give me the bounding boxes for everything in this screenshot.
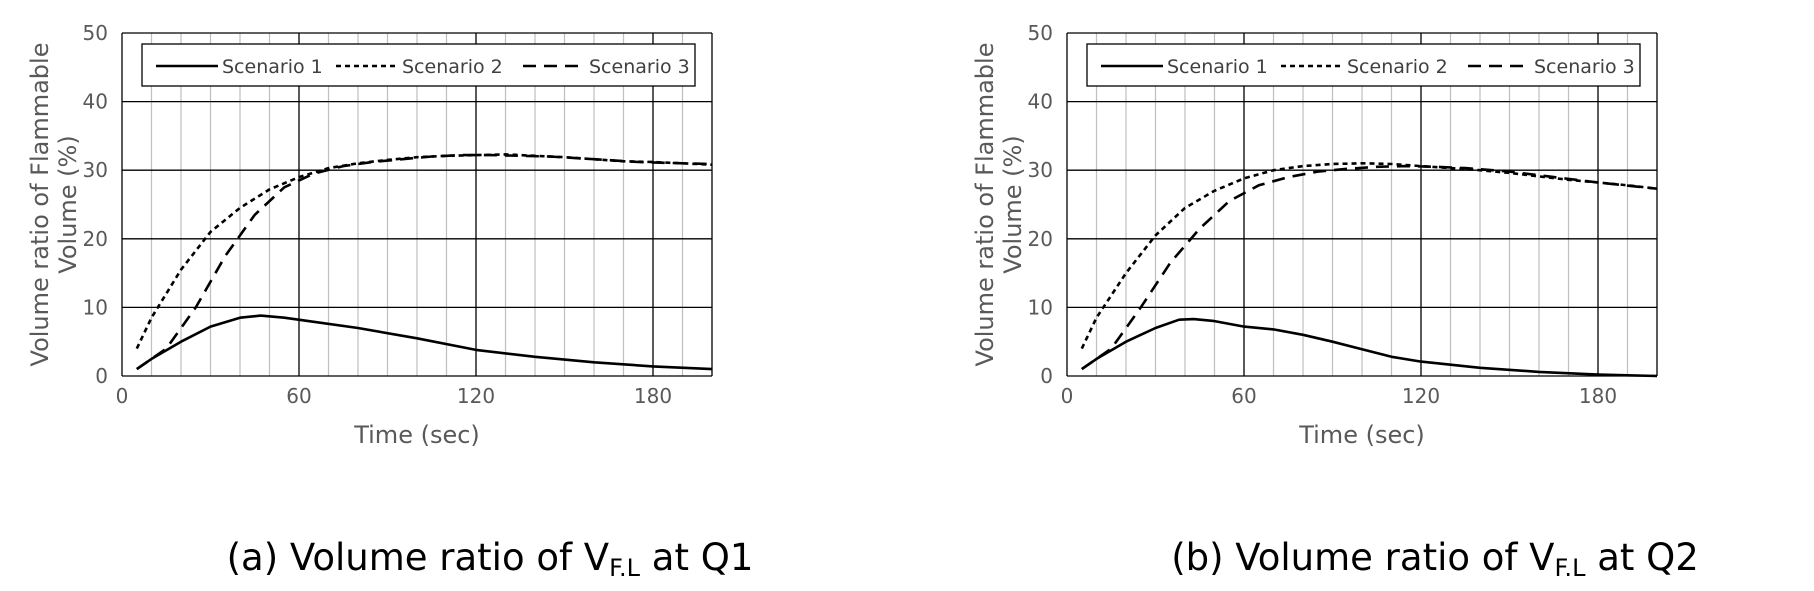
x-tick-label: 120	[457, 384, 495, 408]
legend-label-1: Scenario 1	[222, 56, 323, 78]
caption-b-prefix: (b) Volume ratio of V	[1171, 536, 1555, 579]
y-axis-title-line2: Volume (%)	[999, 135, 1027, 273]
y-tick-label: 40	[1028, 90, 1053, 114]
series-line-2	[1080, 162, 1658, 350]
y-axis-title-group: Volume ratio of Flammable Volume (%)	[26, 43, 82, 367]
y-tick-label: 30	[83, 158, 108, 182]
legend-box	[141, 43, 696, 87]
y-tick-label: 40	[83, 90, 108, 114]
chart-a-svg: 0 10 20 30 40 50 0 60 120 180 Time (sec) Volume rat…	[26, 21, 713, 449]
y-axis-title-group: Volume ratio of Flammable Volume (%)	[971, 43, 1027, 367]
chart-panel-a: 0 10 20 30 40 50 0 60 120 180 Time (sec) Volume rat…	[26, 21, 840, 582]
y-tick-label: 30	[1028, 158, 1053, 182]
series-line-3	[1081, 164, 1658, 371]
x-tick-label: 60	[286, 384, 311, 408]
y-tick-label: 20	[1028, 227, 1053, 251]
x-tick-label: 180	[634, 384, 672, 408]
y-axis-title-line1: Volume ratio of Flammable	[26, 43, 54, 367]
caption-b-suffix: at Q2	[1585, 536, 1699, 579]
y-tick-label: 10	[1028, 295, 1053, 319]
x-axis-title: Time (sec)	[353, 421, 480, 449]
x-axis-title: Time (sec)	[1298, 421, 1425, 449]
y-tick-label: 10	[83, 295, 108, 319]
x-tick-label: 0	[1061, 384, 1074, 408]
series-line-1	[136, 314, 713, 371]
caption-a-prefix: (a) Volume ratio of V	[226, 536, 610, 579]
legend-label-1: Scenario 1	[1167, 56, 1268, 78]
x-tick-label: 60	[1231, 384, 1256, 408]
series-line-2	[135, 153, 713, 350]
y-tick-label: 0	[1040, 364, 1053, 388]
legend-label-3: Scenario 3	[589, 56, 690, 78]
y-tick-label: 50	[1028, 21, 1053, 45]
chart-panel-b: 0 10 20 30 40 50 0 60 120 180 Time (sec) Volume rat…	[945, 0, 1814, 591]
y-tick-label: 50	[83, 21, 108, 45]
chart-a-caption: (a) Volume ratio of VF.L at Q1	[140, 536, 840, 582]
legend: Scenario 1 Scenario 2 Scenario 3	[141, 43, 696, 87]
y-tick-label: 0	[95, 364, 108, 388]
y-axis-title-line1: Volume ratio of Flammable	[971, 43, 999, 367]
x-tick-label: 180	[1579, 384, 1617, 408]
series-line-1	[1081, 317, 1658, 378]
caption-a-sub: F.L	[609, 554, 641, 582]
legend-box	[1086, 43, 1641, 87]
y-tick-label: 20	[83, 227, 108, 251]
legend: Scenario 1 Scenario 2 Scenario 3	[1086, 43, 1641, 87]
y-axis-title-line2: Volume (%)	[54, 135, 82, 273]
legend-label-2: Scenario 2	[402, 56, 503, 78]
chart-b-caption: (b) Volume ratio of VF.L at Q2	[1085, 536, 1785, 582]
chart-b-svg: 0 10 20 30 40 50 0 60 120 180 Time (sec) Volume rat…	[971, 21, 1658, 449]
x-tick-label: 0	[116, 384, 129, 408]
legend-label-3: Scenario 3	[1534, 56, 1635, 78]
series-line-3	[136, 153, 713, 371]
legend-label-2: Scenario 2	[1347, 56, 1448, 78]
x-tick-label: 120	[1402, 384, 1440, 408]
caption-b-sub: F.L	[1554, 554, 1586, 582]
caption-a-suffix: at Q1	[640, 536, 754, 579]
